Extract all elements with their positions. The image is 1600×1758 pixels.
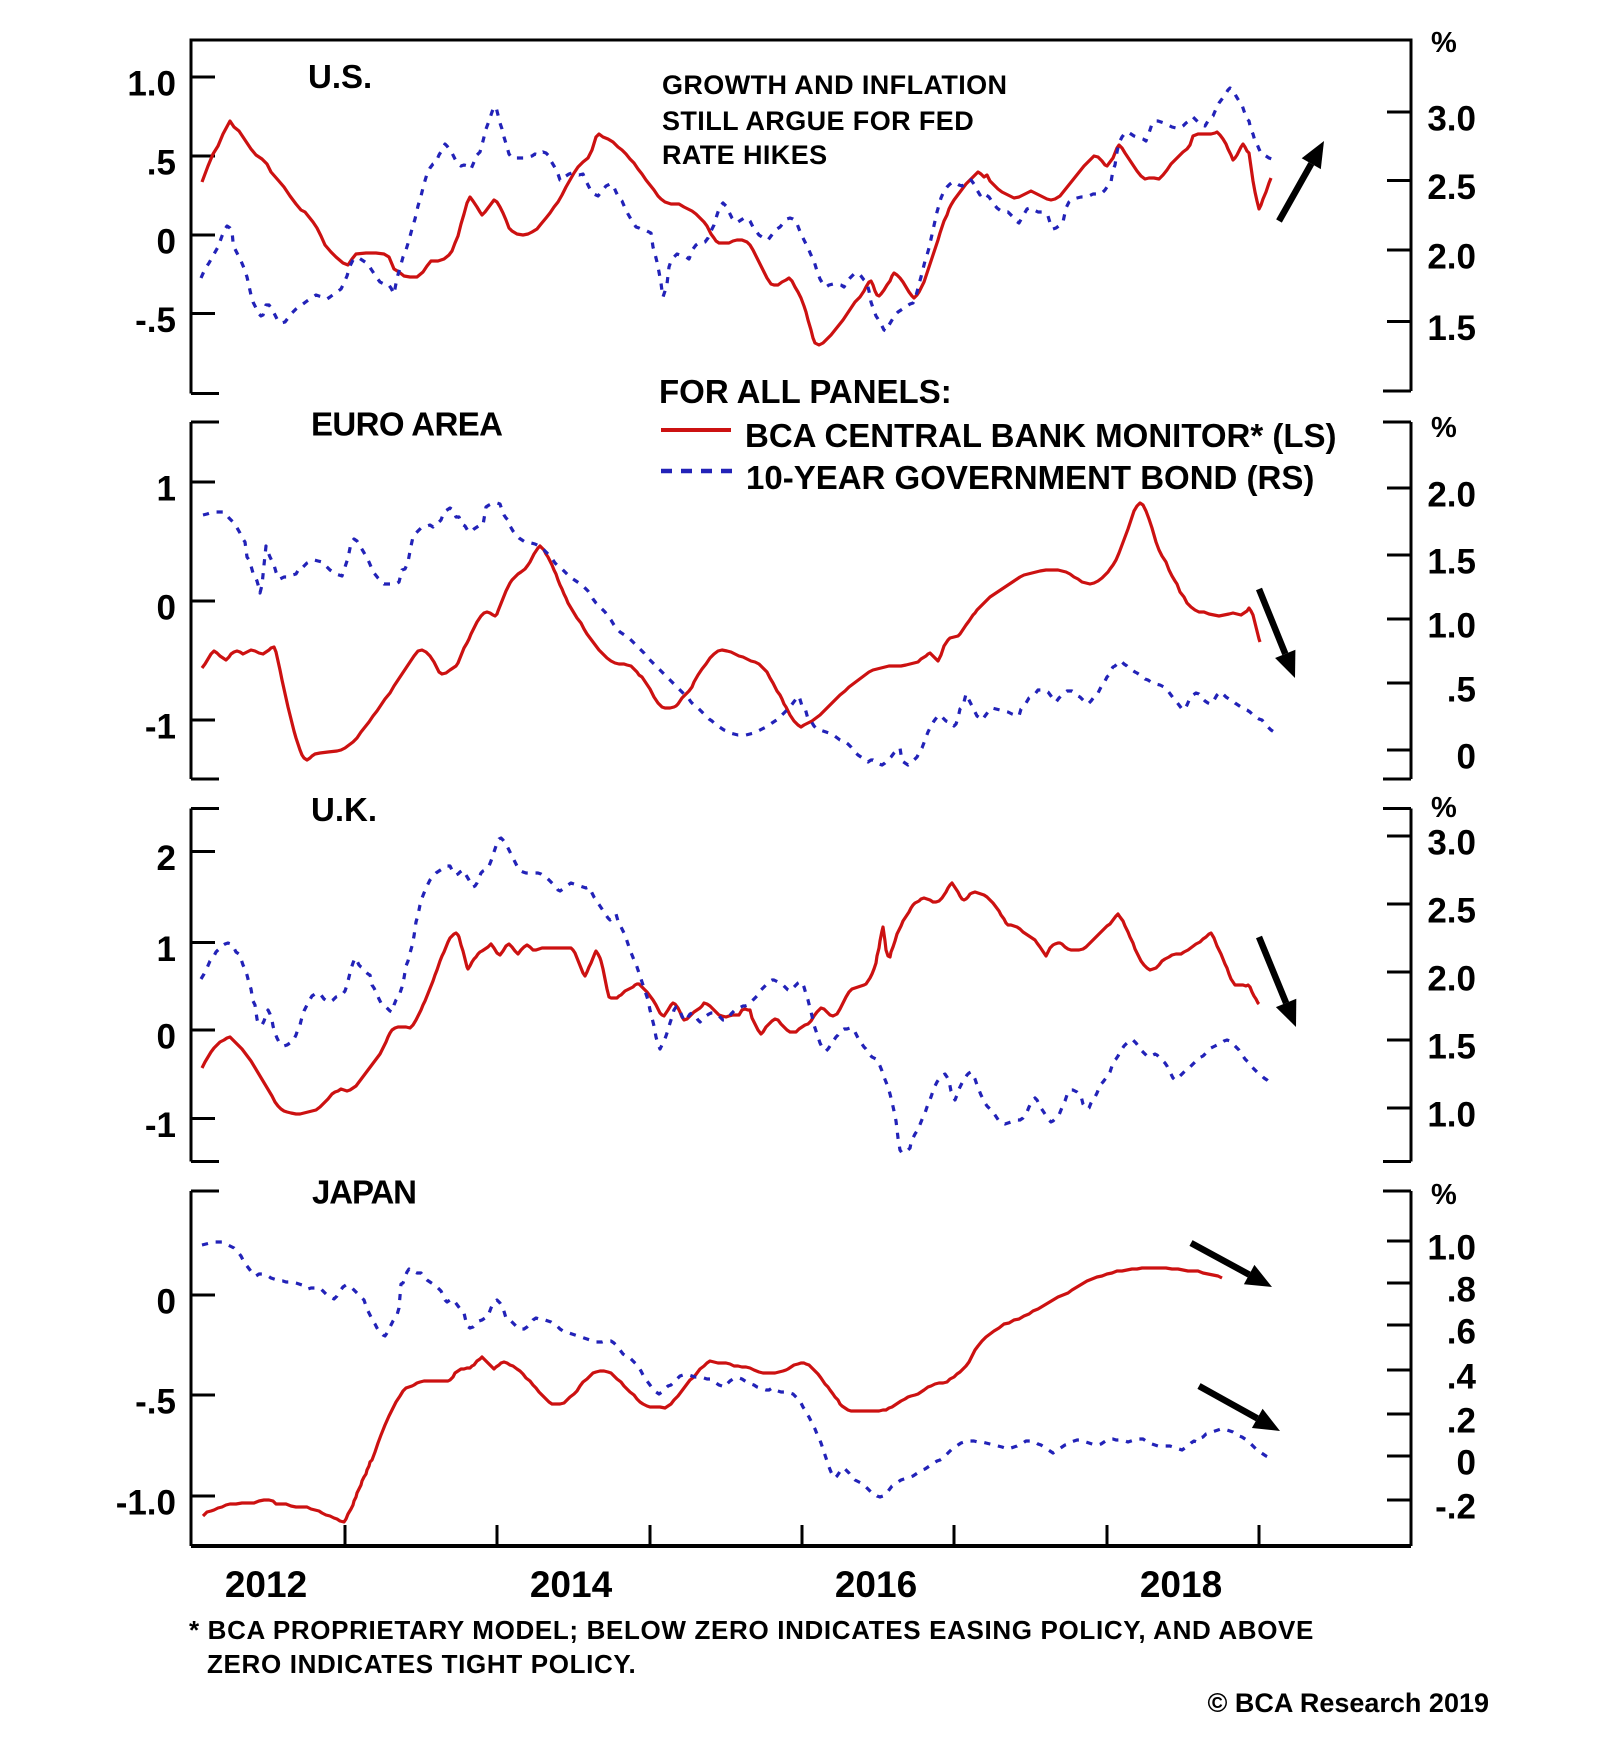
svg-text:1: 1 xyxy=(157,930,176,969)
svg-text:1: 1 xyxy=(157,470,176,509)
svg-text:1.0: 1.0 xyxy=(1427,1229,1476,1268)
svg-text:U.K.: U.K. xyxy=(311,791,377,828)
svg-text:2018: 2018 xyxy=(1140,1564,1222,1605)
svg-text:BCA CENTRAL BANK MONITOR* (LS): BCA CENTRAL BANK MONITOR* (LS) xyxy=(745,417,1337,454)
svg-text:2016: 2016 xyxy=(835,1564,917,1605)
svg-text:.6: .6 xyxy=(1447,1313,1476,1352)
svg-text:1.5: 1.5 xyxy=(1427,543,1476,582)
svg-text:1.0: 1.0 xyxy=(1427,607,1476,646)
svg-text:.8: .8 xyxy=(1447,1271,1476,1310)
svg-text:3.0: 3.0 xyxy=(1427,100,1476,139)
svg-text:%: % xyxy=(1431,792,1457,824)
svg-text:FOR ALL PANELS:: FOR ALL PANELS: xyxy=(659,373,952,410)
svg-text:STILL ARGUE FOR FED: STILL ARGUE FOR FED xyxy=(662,106,974,136)
svg-text:-1.0: -1.0 xyxy=(116,1484,176,1523)
svg-text:3.0: 3.0 xyxy=(1427,824,1476,863)
svg-text:GROWTH AND INFLATION: GROWTH AND INFLATION xyxy=(662,70,1007,100)
svg-text:%: % xyxy=(1431,412,1457,444)
svg-text:-1: -1 xyxy=(145,1106,176,1145)
svg-text:2.0: 2.0 xyxy=(1427,960,1476,999)
svg-text:1.0: 1.0 xyxy=(127,65,176,104)
svg-text:* BCA PROPRIETARY MODEL; BELOW: * BCA PROPRIETARY MODEL; BELOW ZERO INDI… xyxy=(189,1615,1314,1645)
svg-text:1.5: 1.5 xyxy=(1427,1028,1476,1067)
svg-text:RATE HIKES: RATE HIKES xyxy=(662,140,828,170)
svg-text:.4: .4 xyxy=(1447,1358,1477,1397)
svg-text:EURO AREA: EURO AREA xyxy=(311,406,502,443)
svg-text:2.0: 2.0 xyxy=(1427,238,1476,277)
svg-text:0: 0 xyxy=(157,589,176,628)
svg-text:2: 2 xyxy=(157,839,176,878)
svg-text:.5: .5 xyxy=(147,144,176,183)
svg-text:2.5: 2.5 xyxy=(1427,168,1476,207)
svg-text:JAPAN: JAPAN xyxy=(312,1174,416,1211)
svg-text:1.0: 1.0 xyxy=(1427,1096,1476,1135)
svg-text:.2: .2 xyxy=(1447,1402,1476,1441)
svg-text:%: % xyxy=(1431,1179,1457,1211)
svg-text:-.2: -.2 xyxy=(1435,1488,1476,1527)
svg-text:0: 0 xyxy=(1457,1444,1476,1483)
svg-text:0: 0 xyxy=(157,1283,176,1322)
svg-text:10-YEAR GOVERNMENT BOND (RS): 10-YEAR GOVERNMENT BOND (RS) xyxy=(746,459,1314,496)
svg-text:2014: 2014 xyxy=(530,1564,613,1605)
svg-text:-.5: -.5 xyxy=(135,301,176,340)
svg-text:.5: .5 xyxy=(1447,671,1476,710)
svg-text:0: 0 xyxy=(157,223,176,262)
svg-text:0: 0 xyxy=(1457,738,1476,777)
svg-text:2012: 2012 xyxy=(225,1564,307,1605)
svg-text:2.0: 2.0 xyxy=(1427,476,1476,515)
svg-text:U.S.: U.S. xyxy=(308,58,372,95)
svg-text:-.5: -.5 xyxy=(135,1383,176,1422)
svg-text:0: 0 xyxy=(157,1018,176,1057)
svg-text:2.5: 2.5 xyxy=(1427,892,1476,931)
svg-text:© BCA Research 2019: © BCA Research 2019 xyxy=(1207,1688,1489,1718)
svg-text:1.5: 1.5 xyxy=(1427,309,1476,348)
svg-text:%: % xyxy=(1431,27,1457,59)
svg-text:-1: -1 xyxy=(145,708,176,747)
svg-text:ZERO INDICATES TIGHT POLICY.: ZERO INDICATES TIGHT POLICY. xyxy=(207,1649,636,1679)
